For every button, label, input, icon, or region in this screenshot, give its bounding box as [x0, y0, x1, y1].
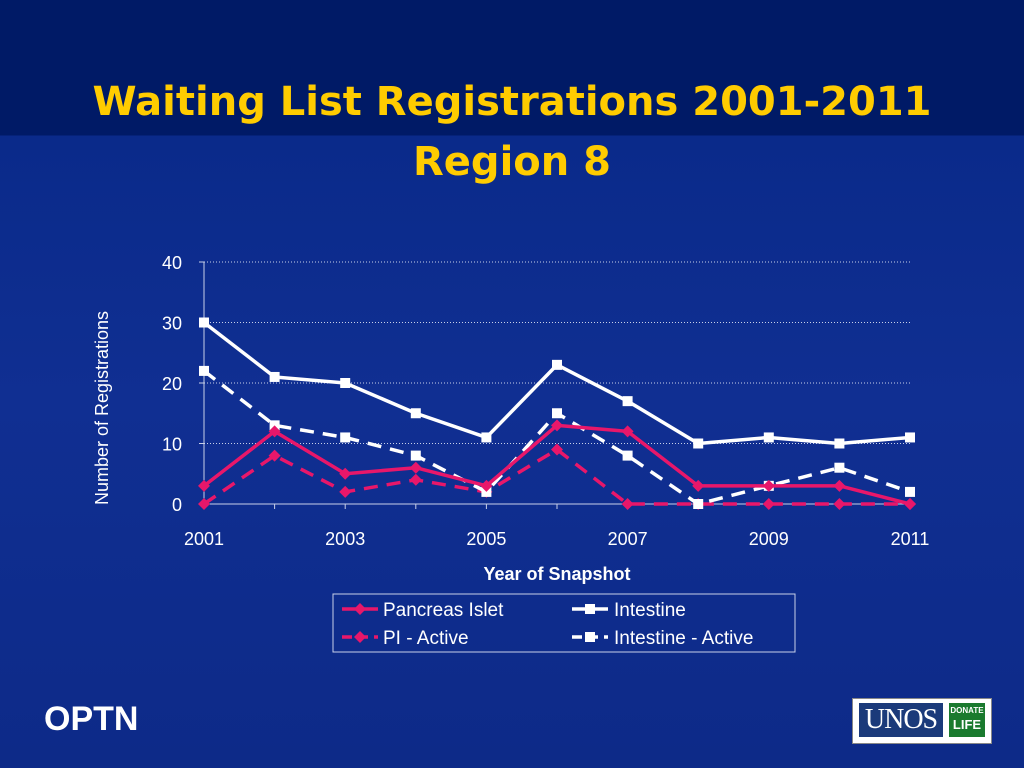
- data-point-pi-active: [621, 498, 634, 510]
- y-tick-label: 20: [162, 374, 182, 394]
- data-point-intestine: [693, 438, 704, 449]
- data-point-intestine: [552, 359, 562, 370]
- donate-life-badge: DONATE LIFE: [949, 703, 985, 737]
- unos-donate-life-logo: UNOS DONATE LIFE: [852, 698, 992, 744]
- data-point-intestine-active: [269, 420, 280, 431]
- x-axis-title: Year of Snapshot: [483, 564, 630, 584]
- x-tick-label: 2009: [749, 529, 789, 549]
- data-point-pancreas-islet: [480, 479, 493, 492]
- data-point-intestine-active: [481, 486, 492, 497]
- data-point-pancreas-islet: [904, 498, 916, 510]
- data-point-pancreas-islet: [268, 425, 281, 438]
- x-tick-label: 2003: [325, 529, 365, 549]
- title-line-1: Waiting List Registrations 2001-2011: [92, 79, 932, 125]
- data-point-intestine: [269, 371, 280, 382]
- data-point-intestine-active: [552, 408, 562, 419]
- x-tick-label: 2005: [466, 529, 506, 549]
- data-point-intestine-active: [199, 365, 209, 376]
- data-point-pancreas-islet: [621, 425, 634, 438]
- donate-label: DONATE: [950, 706, 984, 715]
- data-point-pi-active: [339, 485, 352, 498]
- legend-box: [332, 593, 796, 653]
- legend-label-pi-active: PI - Active: [383, 628, 469, 649]
- y-tick-label: 10: [162, 435, 182, 455]
- data-point-intestine-active: [905, 486, 915, 497]
- y-axis-title: Number of Registrations: [92, 311, 112, 505]
- life-label: LIFE: [952, 717, 982, 732]
- y-tick-label: 0: [172, 495, 182, 515]
- legend-label-pancreas-islet: Pancreas Islet: [383, 600, 504, 621]
- series-line-pi-active: [203, 447, 910, 506]
- data-point-intestine-active: [410, 450, 421, 461]
- y-tick-label: 30: [162, 314, 182, 334]
- data-point-intestine: [199, 317, 209, 328]
- data-point-pi-active: [551, 443, 563, 456]
- data-point-intestine-active: [834, 462, 845, 473]
- x-tick-label: 2007: [608, 529, 648, 549]
- series-line-pancreas-islet: [202, 423, 911, 506]
- optn-logo-text: OPTN: [44, 700, 139, 738]
- slide-title: Waiting List Registrations 2001-2011 Reg…: [0, 72, 1024, 192]
- unos-logo-text: UNOS: [859, 703, 943, 737]
- data-point-pancreas-islet: [833, 479, 846, 492]
- data-point-pancreas-islet: [339, 467, 352, 480]
- data-point-intestine: [834, 438, 845, 449]
- legend-marker-pancreas-islet: [354, 603, 366, 615]
- legend-label-intestine: Intestine: [614, 600, 686, 621]
- title-line-2: Region 8: [413, 139, 611, 185]
- data-point-intestine: [622, 396, 633, 407]
- x-tick-label: 2001: [184, 529, 224, 549]
- data-point-intestine-active: [622, 450, 633, 461]
- data-point-pancreas-islet: [762, 479, 775, 492]
- data-point-pi-active: [762, 498, 775, 510]
- data-point-intestine: [763, 432, 774, 443]
- y-tick-label: 40: [162, 253, 182, 273]
- data-point-intestine: [340, 378, 351, 388]
- data-point-intestine: [410, 408, 421, 419]
- legend-label-intestine-active: Intestine - Active: [614, 628, 753, 649]
- data-point-pi-active: [268, 449, 281, 462]
- data-point-pi-active: [833, 498, 846, 510]
- data-point-pancreas-islet: [692, 479, 705, 492]
- legend-marker-intestine-active: [585, 632, 595, 642]
- series-line-intestine-active: [202, 369, 911, 506]
- data-point-pancreas-islet: [198, 479, 210, 492]
- data-point-intestine: [481, 432, 492, 443]
- data-point-pancreas-islet: [409, 461, 422, 474]
- data-point-intestine: [905, 432, 915, 443]
- data-point-intestine-active: [693, 499, 704, 509]
- data-point-pancreas-islet: [551, 419, 563, 432]
- data-point-intestine-active: [340, 432, 351, 443]
- x-tick-label: 2011: [891, 529, 930, 549]
- data-point-pi-active: [409, 473, 422, 486]
- legend-marker-intestine: [585, 604, 595, 614]
- legend-marker-pi-active: [354, 631, 366, 643]
- data-point-pi-active: [198, 498, 210, 510]
